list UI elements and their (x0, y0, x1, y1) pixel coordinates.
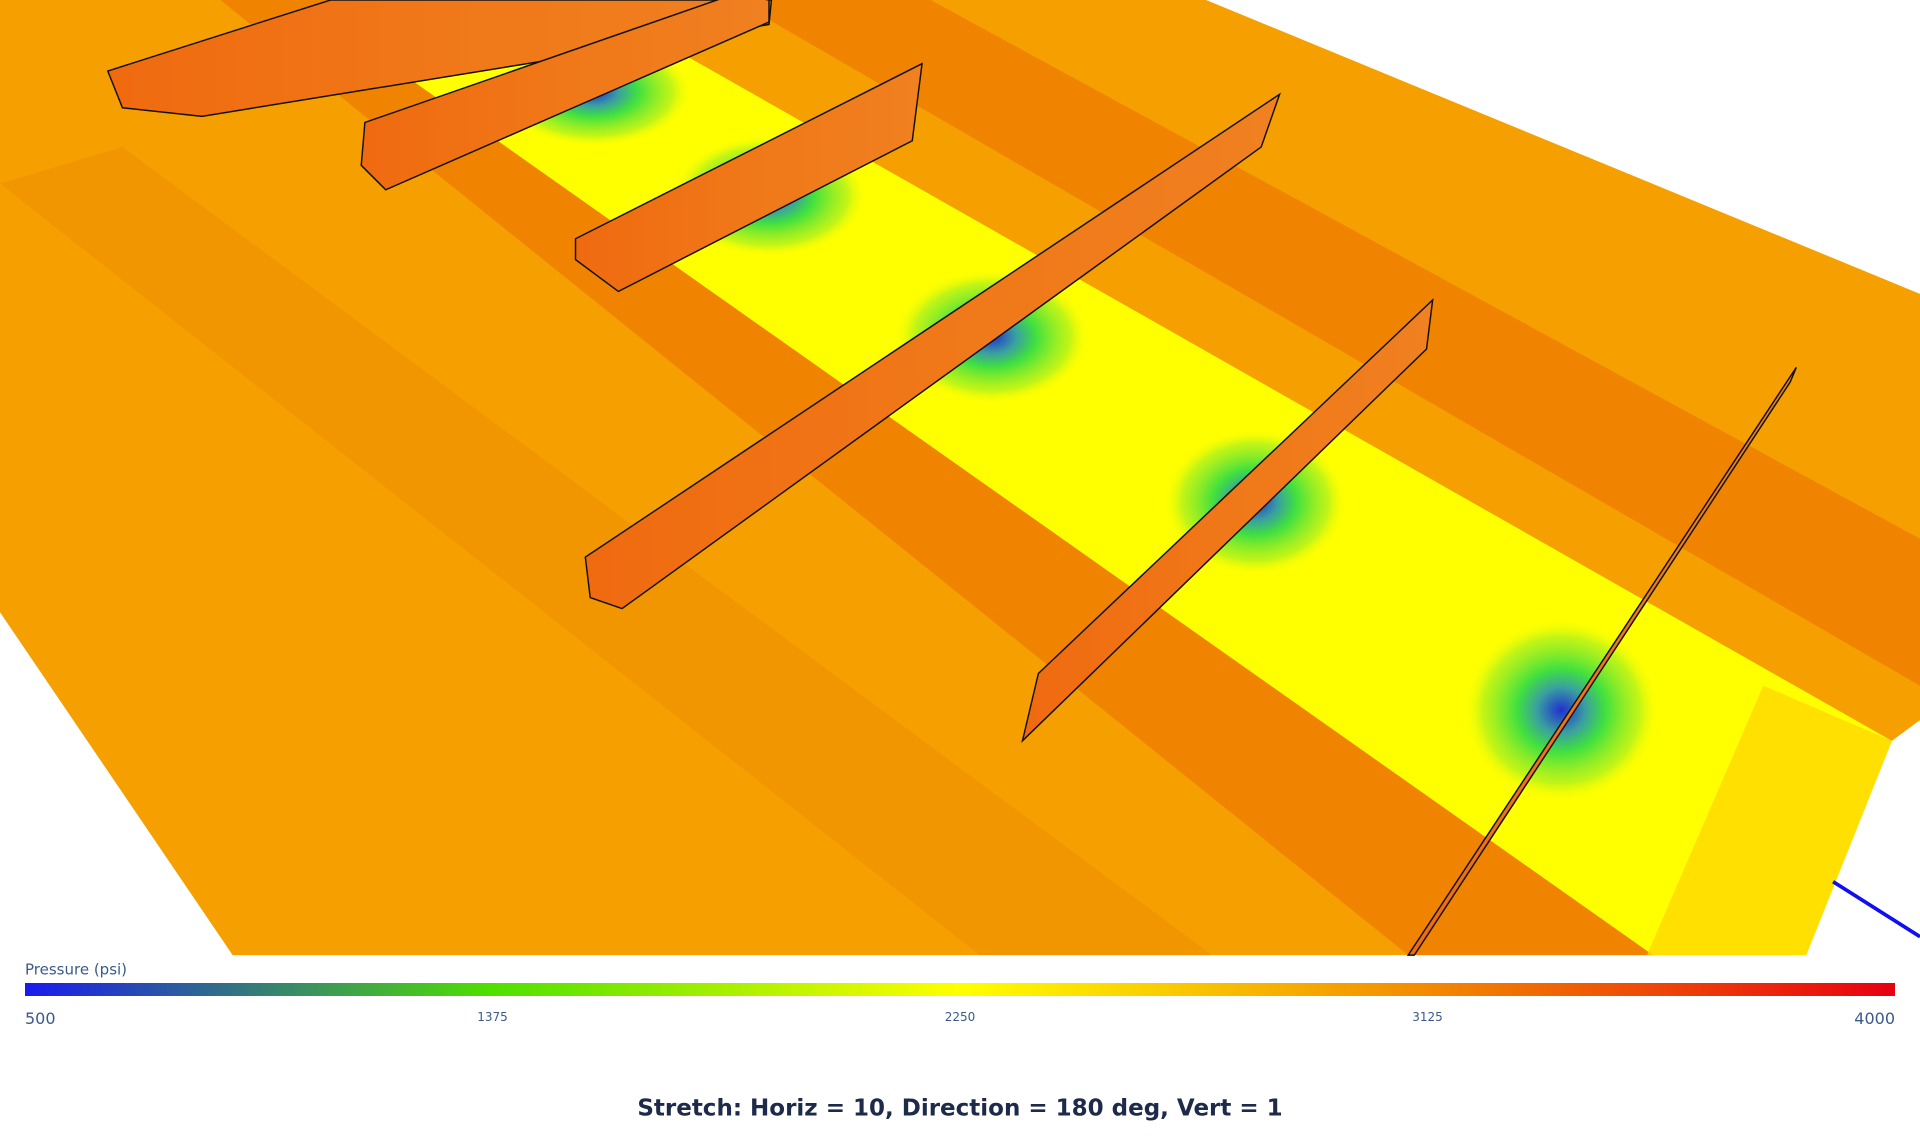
fence-section (106, 0, 773, 118)
colorbar-tick-label: 2250 (945, 1010, 976, 1024)
fences (106, 0, 1798, 956)
fence-section (584, 92, 1282, 610)
fence-section (1406, 366, 1798, 956)
caption: Stretch: Horiz = 10, Direction = 180 deg… (637, 1096, 1282, 1122)
pressure-sink (1463, 618, 1660, 803)
colorbar-tick-label: 500 (25, 1009, 56, 1028)
colorbar-tick-label: 4000 (1854, 1009, 1895, 1028)
fence-section (574, 62, 923, 293)
dark-band (734, 0, 1920, 686)
fence-section (360, 0, 770, 191)
scene-3d (0, 0, 1920, 956)
fence-section (1021, 298, 1434, 744)
colorbar-tick-label: 1375 (477, 1010, 508, 1024)
well-trajectory (1832, 880, 1920, 939)
colorbar (25, 983, 1895, 996)
colorbar-tick-label: 3125 (1412, 1010, 1443, 1024)
channel-edge (1646, 685, 1892, 956)
colorbar-title: Pressure (psi) (25, 961, 127, 979)
